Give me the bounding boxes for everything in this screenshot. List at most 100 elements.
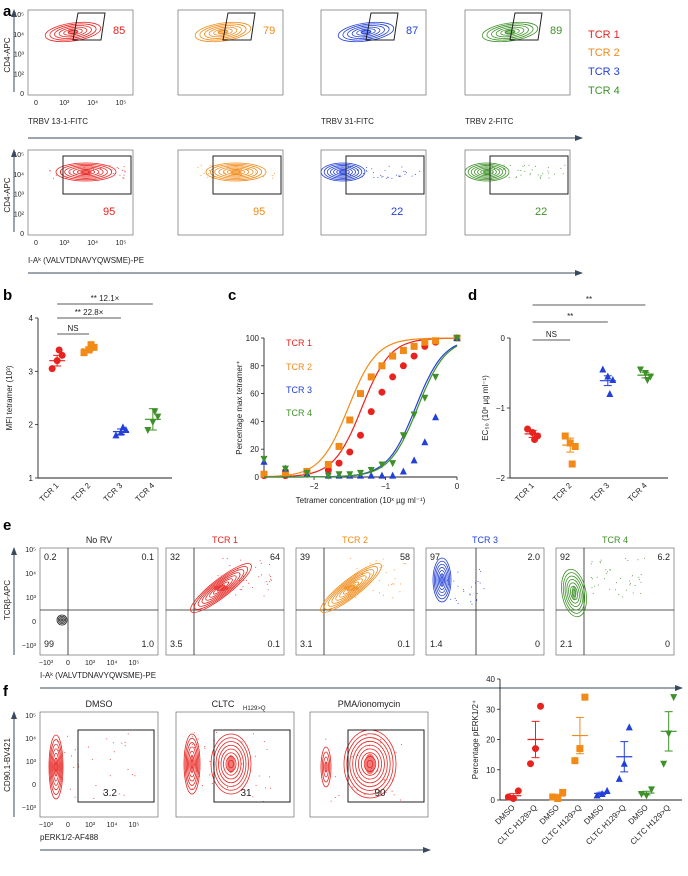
point-c-2-9 [389, 352, 397, 360]
point-d-1-3 [568, 460, 576, 468]
dots-e-4 [621, 596, 623, 598]
dots-f-2 [330, 800, 332, 802]
dots-e-4 [610, 569, 612, 571]
dots-f-0 [67, 735, 69, 737]
y-axis-label-c: Percentage max tetramer⁺ [235, 360, 244, 454]
sig-label-b-2: NS [68, 324, 79, 333]
contour-a2-2 [218, 166, 254, 178]
dots-e-1 [241, 588, 243, 590]
dots-e-4 [606, 571, 608, 573]
dots-e-1 [258, 576, 260, 578]
dots-a2-3 [391, 177, 393, 179]
dots-a2-1 [87, 171, 89, 173]
dots-e-3 [479, 582, 481, 584]
point-c-4-4 [335, 471, 343, 479]
dots-e-4 [592, 592, 594, 594]
contour-f-1b [210, 733, 252, 795]
dots-e-3 [457, 571, 459, 573]
dots-e-4 [634, 584, 636, 586]
dots-e-2 [372, 589, 374, 591]
x-label-a1-2: TRBV 31-FITC [321, 117, 374, 126]
dots-f-2 [356, 777, 358, 779]
contour-a1-1-core [67, 29, 79, 35]
dots-a2-1 [101, 175, 103, 177]
dots-e-4 [605, 572, 607, 574]
dots-e-2 [375, 560, 377, 562]
dots-a2-2 [227, 165, 229, 167]
x-tick-f: 10³ [85, 822, 96, 829]
plot-frame-f-1 [175, 711, 295, 818]
dots-a2-3 [384, 169, 386, 171]
dots-f-2 [392, 779, 394, 781]
quad-ll-e-2: 3.1 [300, 639, 313, 649]
dots-f-1 [211, 782, 213, 784]
y-axis-label-f_scatter: Percentage pERK1/2⁺ [471, 700, 480, 779]
dots-e-4 [637, 559, 639, 561]
x-tick-e: 10⁴ [107, 660, 118, 667]
x-tick-label-f_scatter: CLTC H129>Q [629, 803, 673, 847]
dots-e-4 [604, 578, 606, 580]
dots-a2-2 [273, 173, 275, 175]
dots-e-2 [390, 583, 392, 585]
contour-a2-4 [464, 162, 510, 182]
y-tick-label-b: 4 [29, 314, 34, 323]
dots-e-1 [269, 563, 271, 565]
point-c-2-11 [410, 342, 418, 350]
x-tick-f: 0 [66, 822, 70, 829]
dots-e-1 [269, 581, 271, 583]
dots-e-1 [242, 586, 244, 588]
dots-e-2 [348, 593, 350, 595]
dots-e-3 [447, 580, 449, 582]
dots-a2-1 [118, 167, 120, 169]
contour-a2-1 [55, 162, 117, 182]
point-c-4-11 [410, 411, 418, 419]
contour-e-2-core [343, 585, 359, 591]
contour-e-2 [335, 575, 367, 601]
gate-value-a1-4: 89 [550, 25, 562, 37]
y-tick-label-f_scatter: 20 [486, 736, 495, 745]
contour-f-2b [323, 756, 329, 778]
dots-f-0 [74, 749, 76, 751]
dots-a2-4 [547, 166, 549, 168]
gate-value-a1-3: 87 [406, 25, 418, 37]
x-tick-a1: 10³ [59, 100, 70, 107]
y-tick-label-c: 80 [250, 362, 259, 371]
dots-f-2 [377, 770, 379, 772]
contour-a1-3-core [360, 29, 372, 35]
dots-e-4 [599, 562, 601, 564]
contour-f-1a [185, 742, 199, 786]
panel-letter-a: a [3, 3, 12, 20]
dots-a2-4 [539, 177, 541, 179]
dots-a2-2 [239, 170, 241, 172]
dots-e-2 [350, 595, 352, 597]
dots-f-0 [132, 773, 134, 775]
contour-e-3-core [440, 573, 444, 587]
dots-f-0 [112, 742, 114, 744]
dots-e-1 [222, 558, 224, 560]
dots-a2-4 [491, 178, 493, 180]
dots-a2-4 [520, 174, 522, 176]
dots-e-2 [357, 572, 359, 574]
y-tick-e: 0 [32, 619, 36, 626]
quad-lr-e-3: 0 [535, 639, 540, 649]
dots-e-4 [638, 578, 640, 580]
dots-f-0 [54, 780, 56, 782]
series-label-c-1: TCR 1 [286, 338, 312, 348]
dots-e-1 [270, 575, 272, 577]
contour-a2-1-core [80, 169, 92, 175]
x-tick-label-c: 0 [455, 482, 460, 491]
dots-a2-1 [111, 169, 113, 171]
legend-tcr2: TCR 2 [588, 47, 620, 59]
dots-e-2 [403, 563, 405, 565]
contour-f-0 [48, 734, 64, 800]
dots-f-1 [255, 785, 257, 787]
point-b-0-2 [58, 351, 66, 359]
dots-a2-2 [233, 165, 235, 167]
gate-value-a1-2: 79 [263, 25, 275, 37]
dots-f-1 [191, 788, 193, 790]
point-c-4-1 [281, 465, 289, 473]
dots-f-1 [252, 796, 254, 798]
dots-a2-3 [401, 166, 403, 168]
dots-a2-3 [356, 169, 358, 171]
